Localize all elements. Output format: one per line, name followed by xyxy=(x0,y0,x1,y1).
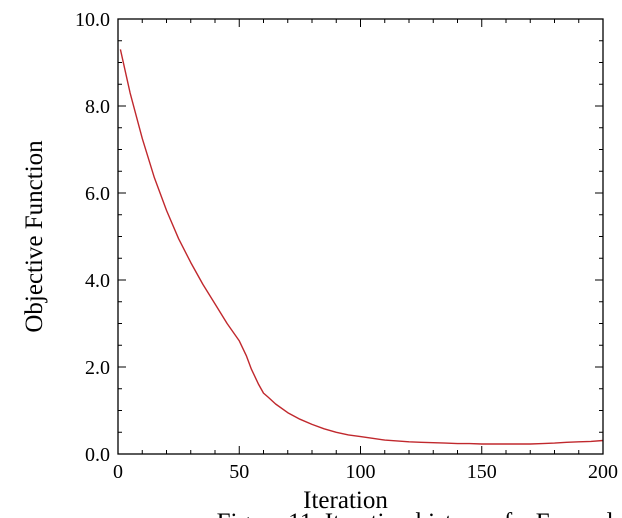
data-point xyxy=(517,443,519,445)
data-point xyxy=(263,392,265,394)
data-point xyxy=(481,443,483,445)
x-tick-label: 150 xyxy=(467,461,497,483)
y-tick-label: 6.0 xyxy=(85,183,110,205)
data-point xyxy=(505,443,507,445)
data-point xyxy=(287,412,289,414)
data-point xyxy=(469,443,471,445)
data-point xyxy=(129,92,131,94)
y-tick-label: 10.0 xyxy=(75,9,110,31)
data-point xyxy=(119,48,121,50)
data-point xyxy=(323,428,325,430)
ticks-layer xyxy=(117,18,604,455)
data-point xyxy=(420,441,422,443)
data-point xyxy=(258,383,260,385)
data-point xyxy=(238,340,240,342)
data-point xyxy=(299,418,301,420)
x-axis-title: Iteration xyxy=(303,487,388,514)
y-tick-label: 0.0 xyxy=(85,444,110,466)
data-point xyxy=(493,443,495,445)
data-point xyxy=(566,441,568,443)
x-tick-label: 50 xyxy=(229,461,249,483)
data-point xyxy=(166,209,168,211)
data-point xyxy=(311,423,313,425)
data-point xyxy=(275,403,277,405)
data-point xyxy=(141,138,143,140)
y-tick-label: 4.0 xyxy=(85,270,110,292)
data-point xyxy=(408,441,410,443)
tick-labels: 0 50 100 150 200 0.0 2.0 4.0 6.0 8.0 10.0 xyxy=(75,9,618,483)
data-point xyxy=(360,436,362,438)
y-axis-title: Objective Function xyxy=(21,140,48,333)
data-point xyxy=(190,262,192,264)
data-point xyxy=(335,431,337,433)
data-point xyxy=(153,177,155,179)
data-point xyxy=(250,368,252,370)
data-point xyxy=(267,396,269,398)
y-tick-label: 2.0 xyxy=(85,357,110,379)
x-tick-label: 200 xyxy=(588,461,618,483)
data-point xyxy=(541,443,543,445)
data-point xyxy=(226,323,228,325)
data-point xyxy=(214,303,216,305)
series-line-objective xyxy=(119,49,604,445)
data-point xyxy=(347,434,349,436)
data-point xyxy=(457,443,459,445)
data-point xyxy=(432,442,434,444)
x-tick-label: 0 xyxy=(113,461,123,483)
data-point xyxy=(384,439,386,441)
series-points xyxy=(119,48,604,445)
data-point xyxy=(178,238,180,240)
data-point xyxy=(590,440,592,442)
y-tick-label: 8.0 xyxy=(85,96,110,118)
plot-frame xyxy=(117,18,604,455)
figure-caption: Figure 11. Iteration history of a Exampl… xyxy=(217,509,622,518)
data-point xyxy=(444,442,446,444)
data-point xyxy=(529,443,531,445)
data-point xyxy=(202,283,204,285)
x-tick-label: 100 xyxy=(346,461,376,483)
data-point xyxy=(396,440,398,442)
data-point xyxy=(578,441,580,443)
data-point xyxy=(372,437,374,439)
data-point xyxy=(246,355,248,357)
data-point xyxy=(554,442,556,444)
